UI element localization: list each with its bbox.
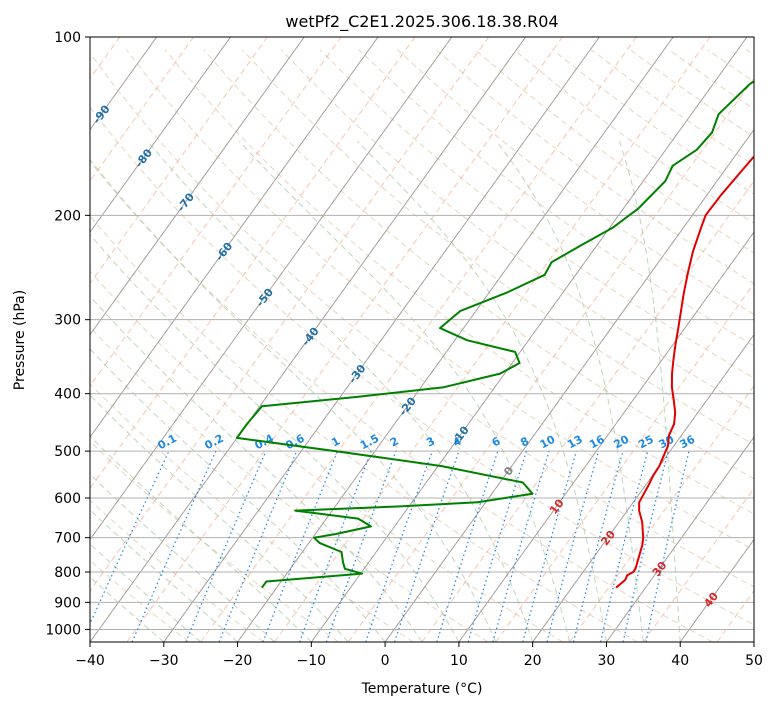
isotherm-line [163, 37, 600, 642]
isotherm-line [384, 128, 754, 642]
mixing-ratio-label: 25 [636, 433, 656, 452]
y-tick-label: 1000 [45, 622, 81, 638]
dry-adiabat [90, 215, 639, 642]
isotherm-dashed [90, 37, 268, 285]
x-tick-label: −40 [75, 653, 105, 669]
chart-title: wetPf2_C2E1.2025.306.18.38.R04 [285, 12, 558, 32]
isotherm-dashed [495, 282, 754, 642]
isotherm-line [237, 37, 674, 642]
dry-adiabat [319, 49, 754, 379]
mixing-ratio-label: 30 [657, 433, 677, 452]
x-tick-label: 20 [524, 653, 542, 669]
x-tick-label: 40 [671, 653, 689, 669]
isotherm-line [679, 538, 754, 642]
isotherm-line [532, 333, 754, 642]
dry-adiabat [90, 52, 754, 588]
isotherm-dashed [347, 77, 754, 642]
isotherm-dashed [90, 37, 195, 182]
dry-adiabat [358, 49, 754, 347]
isotherm-dashed [421, 180, 754, 642]
isotherm-dashed [274, 37, 711, 642]
y-tick-label: 500 [54, 444, 81, 460]
mixing-ratio-line [467, 450, 527, 642]
isotherm-line [90, 37, 453, 541]
isotherm-dashed [200, 37, 637, 642]
y-tick-label: 400 [54, 387, 81, 403]
mixing-ratio-line [492, 450, 550, 642]
y-tick-label: 100 [54, 30, 81, 46]
isotherm-line [310, 37, 748, 642]
x-tick-label: −10 [297, 653, 327, 669]
dry-adiabat [90, 106, 754, 626]
dry-adiabat [280, 49, 754, 412]
dry-adiabat [164, 49, 754, 515]
y-tick-label: 800 [54, 565, 81, 581]
mixing-ratio-line [394, 450, 460, 642]
temperature-profile [615, 155, 754, 589]
mixing-ratio-label: 16 [587, 433, 607, 452]
isotherm-line [90, 37, 305, 336]
dry-adiabat [397, 49, 754, 315]
mixing-ratio-line [436, 450, 499, 642]
mixing-ratio-line [90, 450, 170, 626]
mixing-ratio-label: 13 [565, 433, 585, 452]
x-tick-label: 0 [381, 653, 390, 669]
x-tick-label: −20 [223, 653, 253, 669]
x-tick-label: 30 [598, 653, 616, 669]
isotherm-line [90, 37, 379, 438]
y-tick-label: 200 [54, 208, 81, 224]
dry-adiabat [90, 440, 339, 642]
dry-adiabat [125, 49, 754, 551]
mixing-ratio-label: 10 [538, 433, 558, 452]
y-tick-label: 900 [54, 595, 81, 611]
dry-adiabat [90, 270, 564, 642]
dry-adiabat [90, 326, 489, 642]
plot-frame [89, 36, 755, 643]
mixing-ratio-line [262, 450, 338, 642]
dewpoint-profile [235, 80, 754, 589]
y-tick-label: 600 [54, 491, 81, 507]
y-tick-label: 300 [54, 313, 81, 329]
y-tick-label: 700 [54, 531, 81, 547]
x-axis-label: Temperature (°C) [361, 681, 483, 697]
isotherm-dashed [642, 487, 754, 642]
isotherm-dashed [90, 37, 490, 592]
mixing-ratio-label: 20 [612, 433, 632, 452]
isotherm-line [90, 37, 526, 642]
mixing-ratio-label: 36 [678, 433, 698, 452]
x-tick-label: 10 [450, 653, 468, 669]
isotherm-line [606, 436, 754, 642]
axes: −40 −30 −20 −10 0 10 20 30 40 50 100 200 300 400 500 60… [45, 30, 763, 669]
mixing-ratio-line [522, 450, 578, 642]
x-tick-label: −30 [149, 653, 179, 669]
isotherm-line [90, 37, 231, 233]
plot-area: 0.10.20.40.611.52346810131620253036-100-… [90, 37, 754, 642]
y-axis-label: Pressure (hPa) [12, 290, 28, 390]
isotherm-dashed [90, 37, 416, 490]
dry-adiabat [90, 160, 713, 642]
dry-adiabat [90, 383, 414, 642]
x-tick-label: 50 [745, 653, 763, 669]
isotherm-dashed [126, 37, 563, 642]
isotherm-dashed [90, 37, 342, 387]
